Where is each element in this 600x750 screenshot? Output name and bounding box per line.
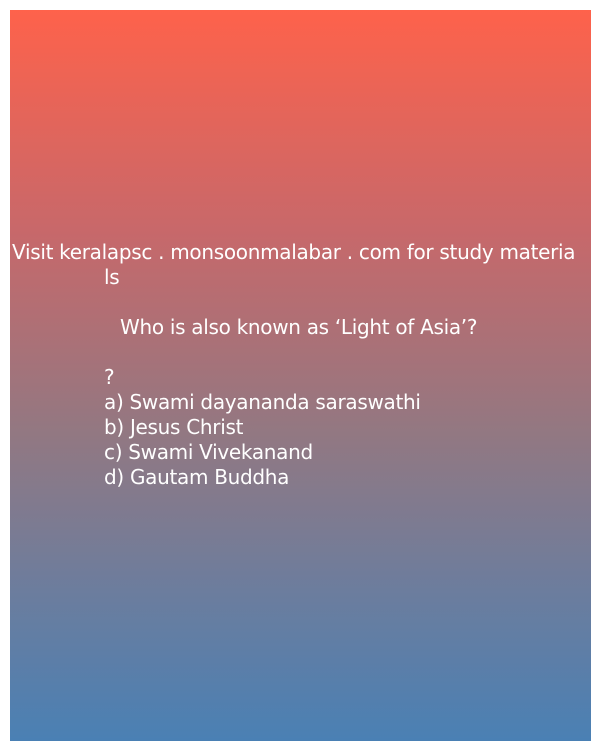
option-b: b) Jesus Christ [104, 415, 244, 439]
option-c: c) Swami Vivekanand [104, 440, 313, 464]
website-promo-line-1: Visit keralapsc . monsoonmalabar . com f… [12, 240, 576, 264]
website-promo-line-2: ls [104, 265, 120, 289]
question-text: Who is also known as ‘Light of Asia’? [120, 315, 478, 339]
answer-options: a) Swami dayananda saraswathi b) Jesus C… [104, 390, 421, 490]
question-mark: ? [104, 365, 115, 389]
quiz-card: Visit keralapsc . monsoonmalabar . com f… [10, 10, 591, 741]
option-a: a) Swami dayananda saraswathi [104, 390, 421, 414]
option-d: d) Gautam Buddha [104, 465, 290, 489]
